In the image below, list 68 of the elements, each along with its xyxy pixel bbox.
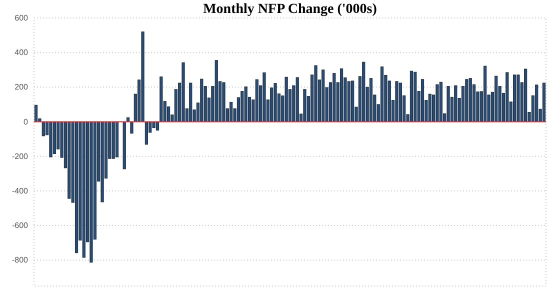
bar: [122, 121, 126, 170]
bar: [506, 72, 509, 122]
bar: [296, 77, 299, 122]
bar: [214, 60, 218, 122]
y-tick-label: -600: [12, 221, 29, 230]
bar: [380, 66, 384, 122]
bar: [115, 121, 119, 158]
bar: [512, 74, 516, 122]
bar: [524, 68, 528, 122]
y-tick-label: 0: [24, 117, 29, 126]
bar: [542, 82, 546, 122]
bar: [90, 121, 93, 263]
bar: [244, 86, 248, 122]
bar: [398, 82, 402, 122]
bar: [230, 102, 233, 122]
bar: [82, 121, 86, 258]
bar: [49, 121, 52, 158]
bar: [222, 82, 226, 122]
bar: [516, 74, 520, 122]
bar: [200, 78, 204, 122]
bar: [42, 121, 45, 136]
bar: [74, 121, 78, 254]
bar: [274, 83, 277, 122]
chart-title: Monthly NFP Change ('000s): [203, 2, 378, 17]
bar: [130, 121, 134, 134]
y-tick-label: -800: [12, 256, 29, 265]
bar: [465, 79, 468, 122]
bar: [535, 84, 538, 122]
bar: [436, 84, 439, 122]
bar: [255, 79, 258, 122]
y-tick-label: -200: [12, 152, 29, 161]
y-tick-label: 400: [14, 48, 29, 58]
bar: [52, 121, 56, 154]
bar: [112, 121, 115, 159]
bar: [314, 65, 318, 122]
y-tick-label: 200: [14, 82, 29, 92]
bar: [34, 104, 38, 122]
bar: [141, 32, 144, 122]
bar: [332, 73, 336, 122]
bar: [160, 76, 163, 122]
bar: [347, 81, 350, 122]
bar: [362, 62, 366, 122]
y-tick-label: -400: [12, 186, 29, 196]
bar: [322, 70, 325, 122]
bar: [428, 94, 432, 122]
bar: [340, 68, 344, 122]
bar: [414, 72, 417, 122]
bar: [420, 79, 424, 122]
bar: [468, 78, 472, 122]
bar: [182, 62, 185, 122]
bar: [395, 81, 398, 122]
bar: [68, 121, 71, 199]
bar: [484, 66, 487, 122]
bar: [100, 121, 104, 202]
bar: [351, 80, 354, 122]
bar: [156, 121, 160, 130]
bar: [410, 70, 414, 122]
bar: [284, 76, 288, 122]
bar: [446, 86, 450, 122]
bar: [189, 82, 192, 122]
bar: [369, 78, 373, 122]
bar: [494, 76, 498, 122]
bar: [262, 72, 266, 122]
bar: [303, 89, 306, 122]
bar: [439, 82, 442, 122]
bar: [454, 85, 458, 122]
y-tick-label: 600: [14, 14, 29, 23]
bar: [144, 121, 148, 145]
